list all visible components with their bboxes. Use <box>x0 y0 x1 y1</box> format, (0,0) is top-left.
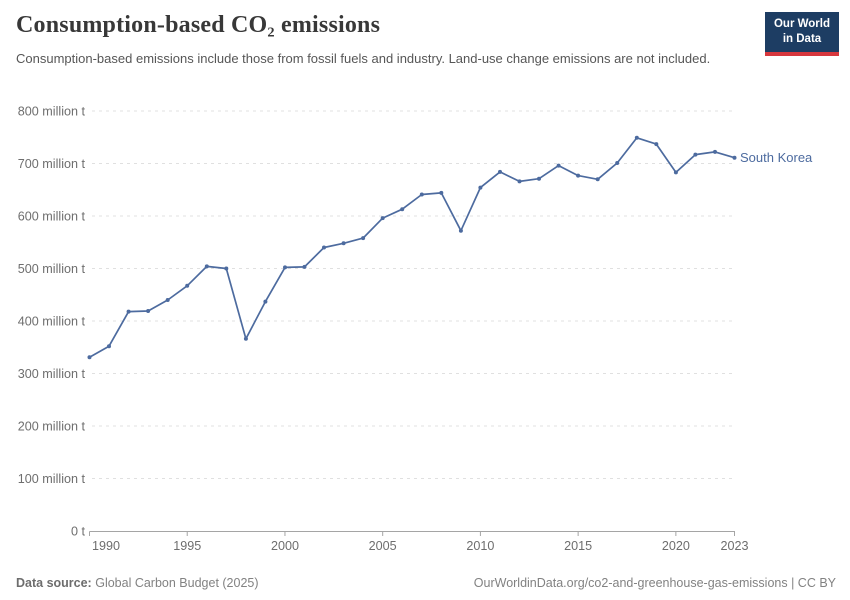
entity-label[interactable]: South Korea <box>740 150 813 165</box>
data-point-marker <box>615 161 620 165</box>
chart-subtitle: Consumption-based emissions include thos… <box>16 51 711 66</box>
data-point-marker <box>400 207 405 212</box>
data-point-marker <box>146 309 151 313</box>
chart-footer: Data source: Global Carbon Budget (2025)… <box>16 576 836 590</box>
y-tick-label: 600 million t <box>18 209 86 223</box>
x-tick-label: 2015 <box>564 539 592 553</box>
x-tick-label: 2000 <box>271 539 299 553</box>
data-point-marker <box>654 142 659 147</box>
y-tick-label: 400 million t <box>18 314 86 328</box>
series-line-south-korea[interactable] <box>88 136 736 359</box>
data-point-marker <box>439 190 444 195</box>
data-point-marker <box>556 163 561 168</box>
data-point-marker <box>341 241 346 246</box>
owid-logo[interactable]: Our World in Data <box>765 12 839 56</box>
data-source: Data source: Global Carbon Budget (2025) <box>16 576 259 590</box>
data-point-marker <box>673 170 678 175</box>
x-tick-label: 2010 <box>466 539 494 553</box>
data-point-marker <box>576 173 581 178</box>
y-tick-label: 800 million t <box>18 104 86 118</box>
line-chart[interactable]: 800 million t 700 million t 600 million t 5… <box>0 95 850 565</box>
data-point-marker <box>165 298 170 302</box>
data-source-text: Global Carbon Budget (2025) <box>95 576 259 590</box>
data-point-marker <box>107 344 111 349</box>
y-tick-label: 500 million t <box>18 262 86 276</box>
data-point-marker <box>517 179 522 184</box>
data-point-marker <box>732 155 737 160</box>
data-point-marker <box>302 264 307 269</box>
attribution-link[interactable]: OurWorldinData.org/co2-and-greenhouse-ga… <box>473 576 836 590</box>
data-point-marker <box>713 149 717 154</box>
data-point-marker <box>243 336 248 341</box>
data-point-marker <box>185 283 190 288</box>
y-tick-label: 700 million t <box>18 157 86 171</box>
data-point-marker <box>87 355 92 360</box>
x-tick-label: 2023 <box>720 539 748 553</box>
data-point-marker <box>204 264 209 269</box>
x-tick-label: 2005 <box>369 539 397 553</box>
data-point-marker <box>693 152 698 157</box>
data-point-marker <box>595 177 600 182</box>
data-point-marker <box>537 176 541 181</box>
y-tick-label: 300 million t <box>18 367 86 381</box>
data-point-marker <box>322 245 326 250</box>
data-source-label: Data source: <box>16 576 92 590</box>
data-point-marker <box>263 299 268 304</box>
x-tick-label: 1995 <box>173 539 201 553</box>
owid-logo-line2: in Data <box>782 32 822 45</box>
y-tick-label: 0 t <box>71 524 86 538</box>
x-tick-label: 1990 <box>92 539 120 553</box>
data-point-marker <box>283 265 287 270</box>
y-tick-label: 100 million t <box>18 472 86 486</box>
data-point-marker <box>224 266 229 271</box>
data-point-marker <box>478 185 483 190</box>
data-point-marker <box>498 169 502 174</box>
owid-logo-line1: Our World <box>773 18 830 30</box>
x-tick-label: 2020 <box>662 539 690 553</box>
data-point-marker <box>361 236 366 241</box>
y-tick-label: 200 million t <box>18 419 86 433</box>
data-point-marker <box>126 309 131 314</box>
data-point-marker <box>634 135 639 140</box>
chart-title: Consumption-based CO₂ emissions <box>16 12 381 38</box>
data-point-marker <box>380 216 385 221</box>
data-point-marker <box>419 192 424 197</box>
data-point-marker <box>458 228 463 233</box>
